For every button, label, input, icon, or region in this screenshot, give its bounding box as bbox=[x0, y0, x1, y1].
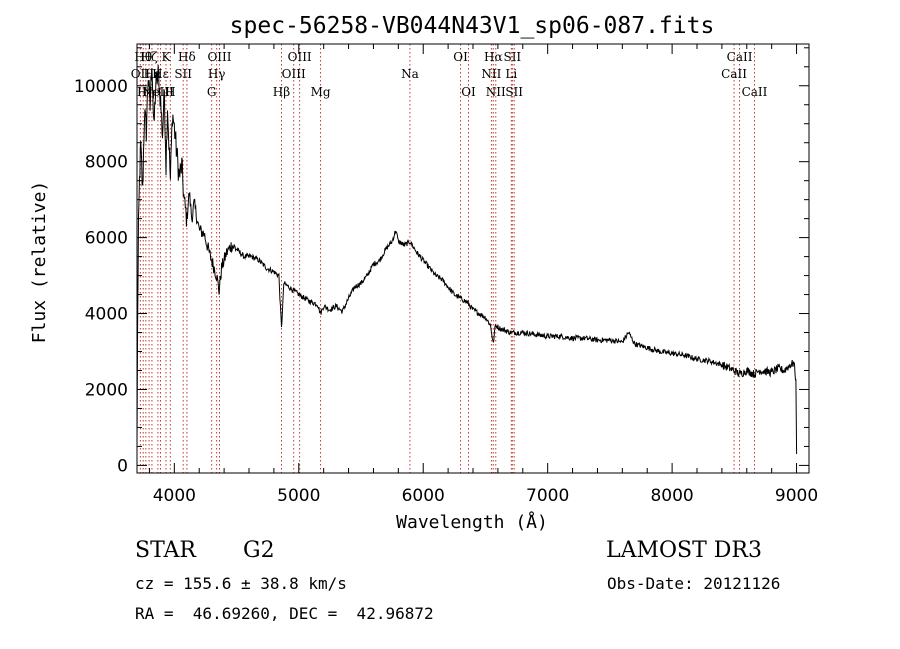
y-tick-label: 0 bbox=[117, 456, 128, 476]
x-tick-label: 7000 bbox=[526, 486, 569, 506]
line-label: Li bbox=[505, 67, 517, 81]
coordinates-text: RA = 46.69260, DEC = 42.96872 bbox=[135, 604, 434, 623]
plot-frame bbox=[136, 43, 810, 474]
x-tick-label: 9000 bbox=[775, 486, 818, 506]
line-label: OIII bbox=[207, 50, 231, 64]
line-label: Hδ bbox=[178, 50, 196, 64]
x-tick-label: 4000 bbox=[153, 486, 196, 506]
y-tick-label: 10000 bbox=[74, 77, 128, 97]
line-label: OII bbox=[131, 67, 151, 81]
line-label: OI bbox=[453, 50, 468, 64]
object-subclass: G2 bbox=[243, 538, 275, 563]
x-axis-ticks: 4000 5000 6000 7000 8000 9000 bbox=[148, 44, 818, 506]
line-label: NII bbox=[486, 85, 506, 99]
y-tick-label: 2000 bbox=[85, 380, 128, 400]
line-label: K bbox=[162, 50, 172, 64]
y-axis-label: Flux (relative) bbox=[29, 181, 50, 344]
y-tick-label: 4000 bbox=[85, 305, 128, 325]
object-class: STAR bbox=[135, 538, 196, 563]
x-tick-label: 5000 bbox=[277, 486, 320, 506]
survey-name: LAMOST DR3 bbox=[606, 538, 762, 563]
line-label: Hε bbox=[152, 67, 169, 81]
line-label: OIII bbox=[282, 67, 306, 81]
line-label: Hα bbox=[484, 50, 503, 64]
line-label: Hβ bbox=[273, 85, 290, 99]
chart-title: spec-56258-VB044N43V1_sp06-087.fits bbox=[230, 13, 715, 39]
line-label: NII bbox=[481, 67, 501, 81]
line-label: CaII bbox=[721, 67, 747, 81]
spectral-line-labels: OIIHθHηHζHεNeIIIHεKHSIIHδGHγOIIIHβOIIIOI… bbox=[131, 50, 768, 99]
spectral-line-markers bbox=[139, 44, 755, 473]
y-tick-label: 6000 bbox=[85, 229, 128, 249]
line-label: Mg bbox=[311, 85, 331, 99]
line-label: CaII bbox=[742, 85, 768, 99]
x-axis-label: Wavelength (Å) bbox=[396, 511, 548, 533]
line-label: CaII bbox=[727, 50, 753, 64]
observation-date: Obs-Date: 20121126 bbox=[607, 574, 781, 593]
spectrum-series bbox=[136, 65, 798, 455]
line-label: H bbox=[165, 85, 175, 99]
line-label: Hθ bbox=[134, 50, 152, 64]
line-label: SII bbox=[174, 67, 192, 81]
y-tick-label: 8000 bbox=[85, 153, 128, 173]
line-label: Hζ bbox=[141, 50, 158, 64]
line-label: OIII bbox=[288, 50, 312, 64]
line-label: Hγ bbox=[208, 67, 226, 81]
line-label: SII bbox=[505, 85, 523, 99]
line-label: G bbox=[207, 85, 217, 99]
line-label: Na bbox=[401, 67, 419, 81]
y-axis-ticks: 0 2000 4000 6000 8000 10000 bbox=[74, 47, 809, 476]
line-label: SII bbox=[503, 50, 521, 64]
x-tick-label: 8000 bbox=[650, 486, 693, 506]
redshift-text: cz = 155.6 ± 38.8 km/s bbox=[135, 574, 347, 593]
x-tick-label: 6000 bbox=[402, 486, 445, 506]
line-label: OI bbox=[461, 85, 476, 99]
